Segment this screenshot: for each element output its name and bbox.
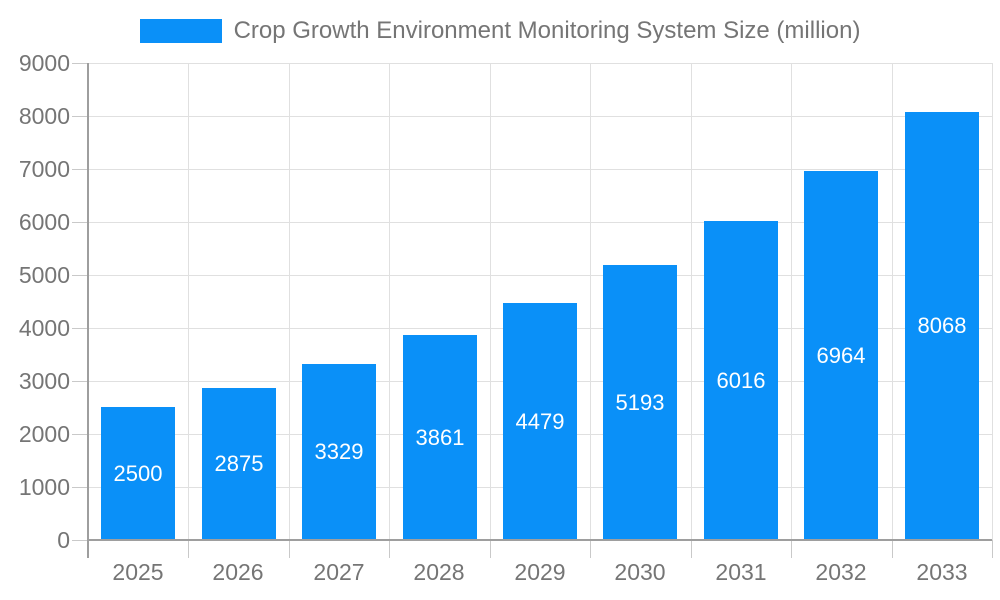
y-tick [72,169,88,170]
y-tick [72,275,88,276]
y-axis-labels: 0 1000 2000 3000 4000 5000 6000 7000 8000 9000 [0,50,70,553]
y-tick [72,487,88,488]
x-gridline [892,63,893,540]
x-tick [892,540,893,558]
bar-value-label: 8068 [917,313,967,338]
y-axis-line [87,63,89,558]
bar: 8068 [905,112,979,540]
y-tick-label: 4000 [18,315,70,341]
x-tick-label: 2032 [815,559,867,585]
x-tick [691,540,692,558]
x-tick [389,540,390,558]
x-tick-label: 2028 [413,559,465,585]
y-tick-label: 9000 [18,50,70,76]
x-axis-labels: 2025 2026 2027 2028 2029 2030 2031 2032 2033 [88,556,992,588]
x-gridline [289,63,290,540]
y-gridline [88,275,992,276]
bar-value-label: 2875 [214,451,264,476]
x-tick [590,540,591,558]
x-tick-label: 2033 [916,559,968,585]
y-gridline [88,63,992,64]
bar: 5193 [603,265,677,540]
y-tick [72,434,88,435]
x-tick-label: 2026 [212,559,264,585]
x-tick-label: 2029 [514,559,566,585]
y-tick-label: 7000 [18,156,70,182]
y-tick [72,116,88,117]
x-gridline [389,63,390,540]
x-axis-line [88,539,992,541]
x-gridline [590,63,591,540]
x-gridline [490,63,491,540]
bar-value-label: 4479 [515,409,565,434]
bar: 3329 [302,364,376,540]
bar: 2875 [202,388,276,540]
y-tick-label: 5000 [18,262,70,288]
x-gridline [188,63,189,540]
x-tick-label: 2025 [112,559,164,585]
legend-label: Crop Growth Environment Monitoring Syste… [233,17,861,44]
x-tick-label: 2031 [715,559,767,585]
y-tick-label: 0 [57,527,70,553]
y-gridline [88,169,992,170]
x-gridline [791,63,792,540]
legend-swatch [139,19,222,43]
bar-value-label: 3329 [314,439,364,464]
bar: 2500 [101,407,175,540]
bar: 6964 [804,171,878,540]
y-gridline [88,116,992,117]
bar: 4479 [503,303,577,540]
y-tick [72,540,88,541]
bar: 3861 [403,335,477,540]
y-tick-label: 8000 [18,103,70,129]
bar-value-label: 2500 [113,461,163,486]
x-tick [188,540,189,558]
x-tick-label: 2027 [313,559,365,585]
bar-value-label: 6964 [816,343,866,368]
x-tick [289,540,290,558]
x-tick [490,540,491,558]
x-tick [992,540,993,558]
bar: 6016 [704,221,778,540]
bar-value-label: 5193 [615,390,665,415]
x-gridline [691,63,692,540]
y-tick-label: 2000 [18,421,70,447]
y-tick-label: 1000 [18,474,70,500]
bar-value-label: 6016 [716,368,766,393]
y-gridline [88,222,992,223]
chart-legend: Crop Growth Environment Monitoring Syste… [0,14,1000,48]
y-tick-label: 6000 [18,209,70,235]
x-tick [791,540,792,558]
x-gridline [992,63,993,540]
x-tick-label: 2030 [614,559,666,585]
plot-area: 2500 2875 3329 3861 4479 5193 6016 6964 8068 [72,63,993,558]
y-tick [72,328,88,329]
y-tick-label: 3000 [18,368,70,394]
bar-value-label: 3861 [415,425,465,450]
y-tick [72,222,88,223]
y-tick [72,63,88,64]
y-tick [72,381,88,382]
